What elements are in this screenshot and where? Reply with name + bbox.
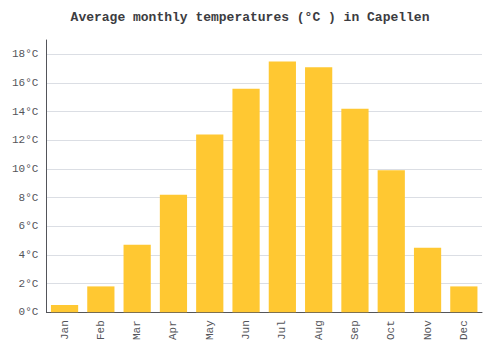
svg-text:Sep: Sep [349,320,361,340]
svg-text:Jun: Jun [240,320,252,340]
svg-text:10°C: 10°C [12,163,39,175]
svg-text:18°C: 18°C [12,48,39,60]
svg-text:Mar: Mar [131,320,143,340]
svg-text:14°C: 14°C [12,106,39,118]
svg-text:6°C: 6°C [19,220,39,232]
svg-text:Aug: Aug [313,320,325,340]
svg-text:Oct: Oct [385,320,397,340]
svg-text:8°C: 8°C [19,192,39,204]
svg-text:12°C: 12°C [12,134,39,146]
svg-text:2°C: 2°C [19,278,39,290]
svg-text:Jan: Jan [59,320,71,340]
svg-text:Apr: Apr [167,320,179,340]
svg-text:Average monthly temperatures (: Average monthly temperatures (°C ) in Ca… [71,10,430,25]
svg-text:Nov: Nov [422,320,434,340]
svg-text:16°C: 16°C [12,77,39,89]
svg-text:May: May [204,320,216,340]
svg-text:Jul: Jul [276,320,288,340]
svg-text:0°C: 0°C [19,306,39,318]
svg-text:Feb: Feb [95,320,107,340]
svg-text:Dec: Dec [458,320,470,340]
svg-text:4°C: 4°C [19,249,39,261]
